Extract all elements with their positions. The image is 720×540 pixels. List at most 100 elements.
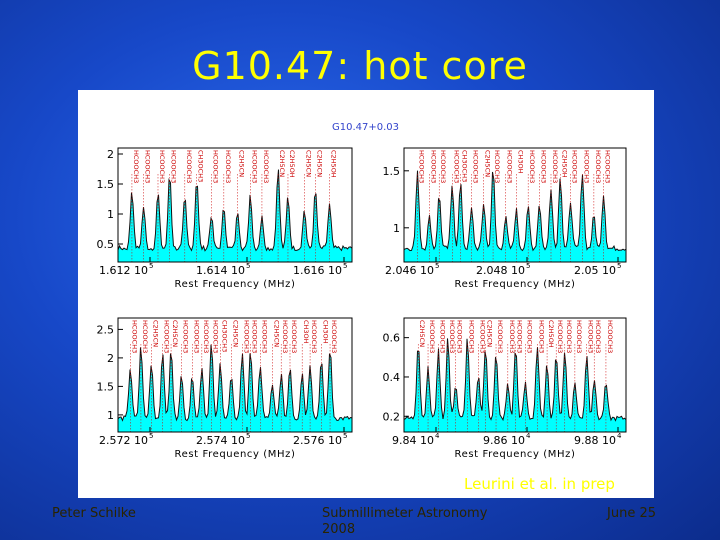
line-id-label: HCOOCH3	[508, 320, 516, 353]
line-id-label: HCOOCH3	[516, 320, 524, 353]
y-tick-label: 2	[107, 148, 114, 161]
line-id-label: HCOOCH3	[582, 150, 590, 183]
line-id-label: HCOOCH3	[211, 150, 219, 183]
line-id-label: HCOOCH3	[575, 320, 583, 353]
line-id-label: HCOOCH3	[604, 150, 612, 183]
line-id-label: HCOOCH3	[144, 150, 152, 183]
x-tick-label: 9.86 10	[483, 434, 525, 447]
line-id-label: HCOOCH3	[478, 320, 486, 353]
x-tick-exponent: 4	[617, 432, 622, 440]
x-tick-exponent: 5	[246, 432, 250, 440]
x-tick-exponent: 5	[526, 262, 530, 270]
line-id-label: HCOOCH3	[281, 320, 289, 353]
line-id-label: CH3OCH3	[461, 150, 469, 182]
x-tick-exponent: 5	[149, 262, 153, 270]
line-id-label: HCOOCH3	[537, 320, 545, 353]
line-id-label: HCOOCH3	[141, 320, 149, 353]
line-id-label: HCOOCH3	[496, 320, 504, 353]
y-tick-label: 1.5	[97, 178, 115, 191]
line-id-label: C2H5CN	[238, 150, 246, 177]
line-id-label: HCOOCH3	[438, 320, 446, 353]
spectrum-line-2	[403, 170, 627, 252]
y-tick-label: 1.5	[97, 380, 115, 393]
line-id-label: HCOOCH3	[565, 320, 573, 353]
line-id-label: HCOOCH3	[456, 320, 464, 353]
line-id-label: C2H5CN	[278, 150, 286, 177]
line-id-label: HCOOCH3	[571, 150, 579, 183]
line-id-label: HCOOCH3	[242, 320, 250, 353]
line-id-label: C2H5OH	[288, 150, 296, 178]
y-tick-label: 0.2	[383, 410, 401, 423]
y-tick-label: 0.4	[383, 371, 401, 384]
line-id-label: CH3OH	[302, 320, 310, 344]
spectra-svg: G10.47+0.03 HCOOCH3 HCOOCH3 HCOOCH3 HCOOCH3…	[97, 122, 627, 460]
line-id-label: HCOOCH3	[594, 320, 602, 353]
x-tick-exponent: 5	[343, 262, 347, 270]
y-tick-label: 1	[107, 409, 114, 422]
x-tick-label: 9.88 10	[574, 434, 616, 447]
spectra-figure: G10.47+0.03 HCOOCH3 HCOOCH3 HCOOCH3 HCOOCH3…	[78, 90, 654, 498]
footer-conference: Submillimeter Astronomy 2008	[322, 506, 488, 537]
x-tick-exponent: 5	[343, 432, 347, 440]
line-id-label: HCOOCH3	[260, 320, 268, 353]
spectrum-fill-3	[118, 344, 352, 432]
line-id-label: HCOOCH3	[528, 150, 536, 183]
line-id-label: HCOOCH3	[452, 150, 460, 183]
line-id-label: HCOOCH3	[417, 150, 425, 183]
spectrum-fill-4	[404, 338, 626, 432]
line-id-label: HCOOCH3	[467, 320, 475, 353]
y-tick-label: 0.5	[97, 238, 115, 251]
x-tick-exponent: 5	[246, 262, 250, 270]
footer-date: June 25	[607, 506, 656, 521]
panel-frame-2	[403, 147, 627, 263]
spectrum-fill-1	[118, 169, 352, 262]
line-id-label: HCOOCH3	[181, 320, 189, 353]
line-id-label: C2H5CN	[485, 320, 493, 347]
line-id-label: C2H5CN	[171, 320, 179, 347]
line-id-label: C2H5CN	[151, 320, 159, 347]
panel-frame-3	[117, 317, 353, 433]
line-id-label: CH3OH	[321, 320, 329, 344]
line-id-label: CH3OCH3	[197, 150, 205, 182]
line-id-label: HCOOCH3	[170, 150, 178, 183]
y-tick-label: 1	[107, 208, 114, 221]
line-id-label: HCOOCH3	[428, 320, 436, 353]
x-tick-label: 2.572 10	[99, 434, 148, 447]
x-tick-label: 1.614 10	[196, 264, 245, 277]
spectrum-fill-2	[404, 170, 626, 262]
line-id-label: HCOOCH3	[506, 150, 514, 183]
line-id-label: CH3OH	[516, 150, 524, 174]
line-id-label: CH3OCH3	[220, 320, 228, 352]
x-tick-label: 9.84 10	[392, 434, 434, 447]
y-tick-label: 2.5	[97, 323, 115, 336]
line-id-label: HCOOCH3	[551, 150, 559, 183]
line-id-label: HCOOCH3	[192, 320, 200, 353]
y-tick-label: 0.6	[383, 332, 401, 345]
line-id-label: C2H5CN	[418, 320, 426, 347]
credit-text: Leurini et al. in prep	[464, 475, 615, 493]
line-id-label: C2H5OH	[547, 320, 555, 348]
x-axis-label: Rest Frequency (MHz)	[455, 449, 576, 460]
line-id-label: HCOOCH3	[185, 150, 193, 183]
x-axis-label: Rest Frequency (MHz)	[175, 279, 296, 290]
x-axis-label: Rest Frequency (MHz)	[175, 449, 296, 460]
source-label: G10.47+0.03	[332, 122, 399, 133]
x-axis-label: Rest Frequency (MHz)	[455, 279, 576, 290]
y-tick-label: 1.5	[383, 165, 401, 178]
line-id-label: C2H5CN	[272, 320, 280, 347]
x-tick-label: 2.574 10	[196, 434, 245, 447]
line-id-label: C2H5CN	[484, 150, 492, 177]
x-tick-exponent: 5	[149, 432, 153, 440]
line-id-label: HCOOCH3	[429, 150, 437, 183]
x-tick-label: 1.616 10	[293, 264, 342, 277]
line-id-label: HCOOCH3	[539, 150, 547, 183]
line-id-label: HCOOCH3	[493, 150, 501, 183]
line-id-label: HCOOCH3	[330, 320, 338, 353]
line-id-label: HCOOCH3	[556, 320, 564, 353]
x-tick-exponent: 4	[435, 432, 440, 440]
spectrum-line-3	[117, 344, 353, 422]
line-id-label: C2H5CN	[304, 150, 312, 177]
line-id-label: HCOOCH3	[439, 150, 447, 183]
x-tick-exponent: 4	[526, 432, 531, 440]
x-tick-exponent: 5	[435, 262, 439, 270]
